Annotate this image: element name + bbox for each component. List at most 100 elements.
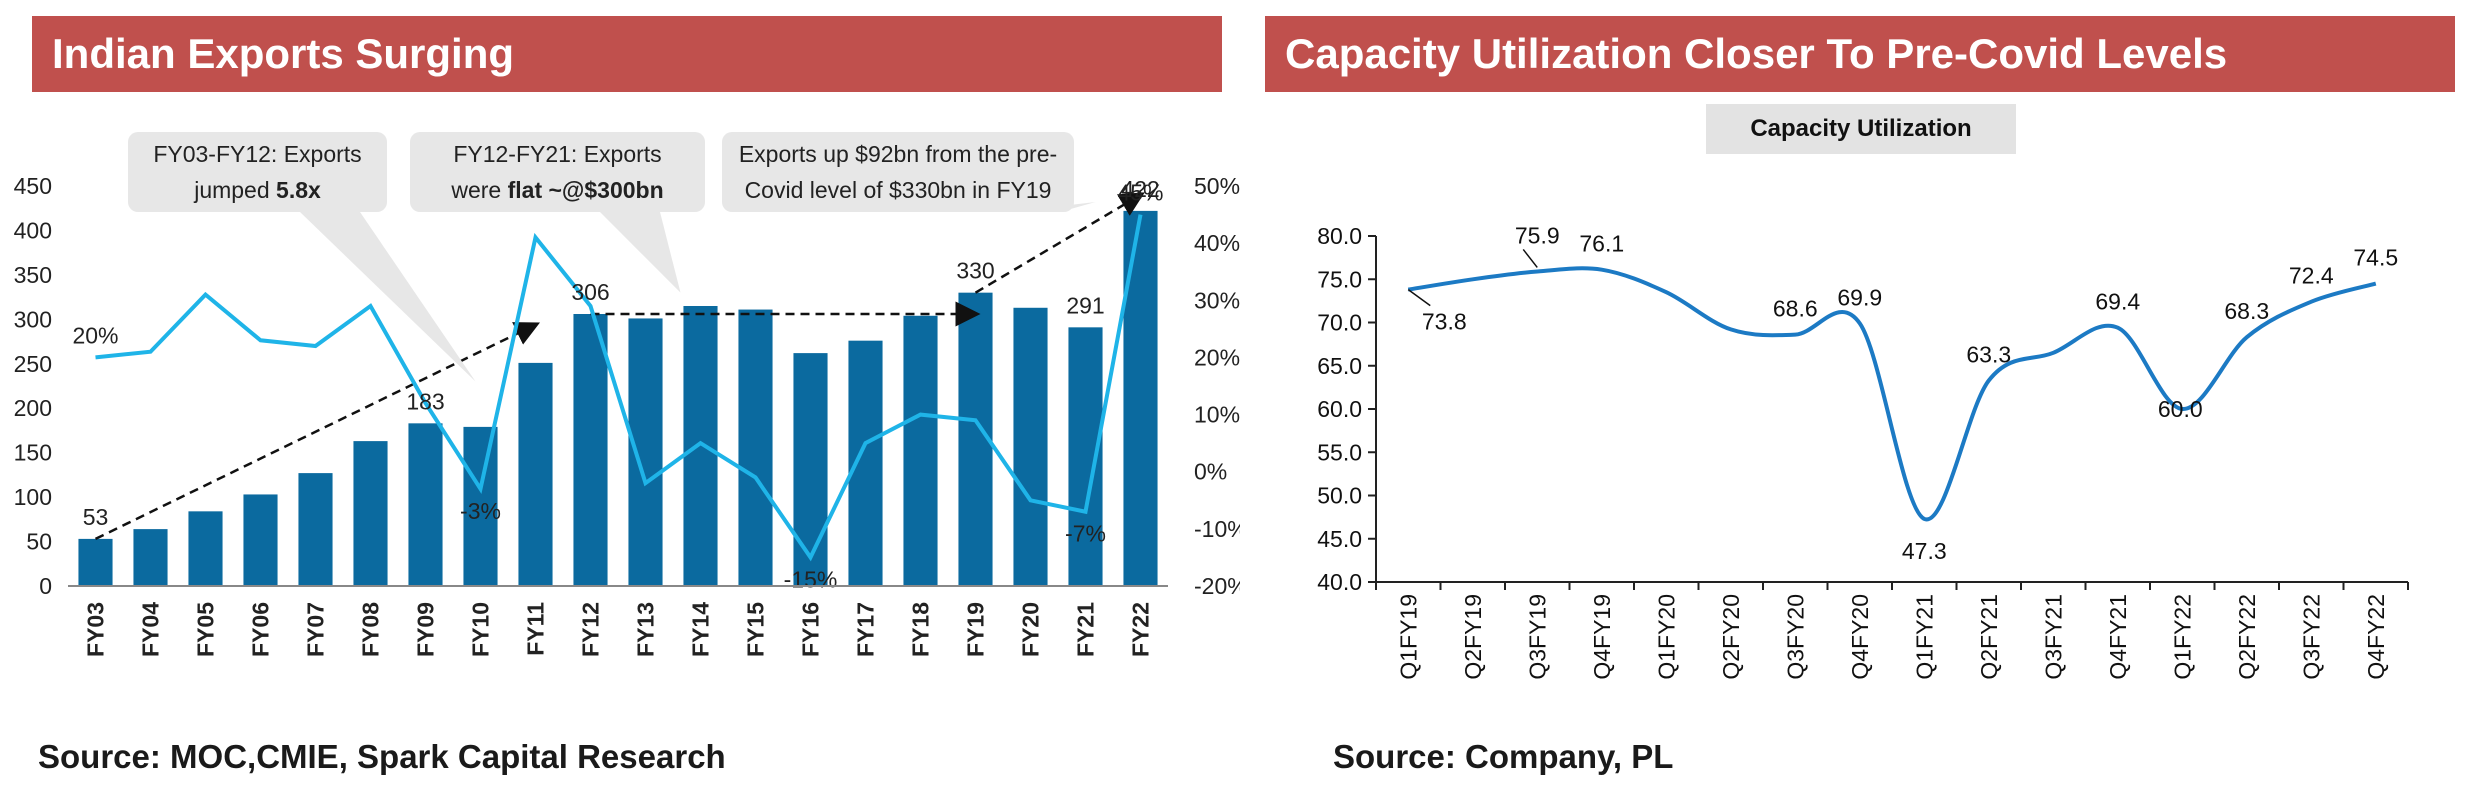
data-label: 68.6 <box>1773 296 1818 322</box>
export-bar <box>628 318 663 586</box>
x-axis-tick-label: Q4FY22 <box>2363 594 2389 680</box>
left-axis-tick-label: 50 <box>26 529 52 555</box>
x-axis-tick-label: Q4FY20 <box>1847 594 1873 680</box>
left-axis-tick-label: 100 <box>14 484 52 510</box>
x-axis-tick-label: FY16 <box>798 602 824 657</box>
export-bar <box>188 511 223 586</box>
data-label: 306 <box>571 279 609 305</box>
x-axis-tick-label: FY05 <box>193 602 219 657</box>
right-axis-tick-label: 20% <box>1194 344 1240 370</box>
callout-text-line2: Covid level of $330bn in FY19 <box>744 177 1052 203</box>
data-label: 60.0 <box>2158 396 2203 422</box>
x-axis-tick-label: FY06 <box>248 602 274 657</box>
data-label: 72.4 <box>2289 263 2334 289</box>
left-axis-tick-label: 450 <box>14 173 52 199</box>
x-axis-tick-label: FY09 <box>413 602 439 657</box>
callout-text-plain: were <box>451 177 508 203</box>
y-axis-tick-label: 75.0 <box>1317 266 1362 292</box>
export-bar <box>1123 210 1158 586</box>
right-axis-tick-label: -10% <box>1194 516 1240 542</box>
x-axis-tick-label: Q3FY19 <box>1524 594 1550 680</box>
callout-text-line2: jumped 5.8x <box>128 172 387 208</box>
export-bar <box>573 314 608 586</box>
left-axis-tick-label: 250 <box>14 351 52 377</box>
left-axis-tick-label: 200 <box>14 395 52 421</box>
x-axis-tick-label: FY18 <box>908 602 934 657</box>
y-axis-tick-label: 55.0 <box>1317 439 1362 465</box>
right-source-note: Source: Company, PL <box>1333 738 1674 775</box>
left-axis-tick-label: 350 <box>14 262 52 288</box>
growth-line <box>95 214 1143 562</box>
x-axis-tick-label: FY08 <box>358 602 384 657</box>
data-label: 69.9 <box>1837 284 1882 310</box>
trend-arrow <box>974 192 1145 294</box>
x-axis-tick-label: Q4FY19 <box>1589 594 1615 680</box>
data-label: 76.1 <box>1579 231 1624 257</box>
x-axis-tick-label: Q1FY20 <box>1653 594 1679 680</box>
data-label: 183 <box>406 388 444 414</box>
right-axis-tick-label: 50% <box>1194 173 1240 199</box>
right-axis-tick-label: 30% <box>1194 287 1240 313</box>
data-label: 69.4 <box>2095 289 2140 315</box>
y-axis-tick-label: 70.0 <box>1317 310 1362 336</box>
x-axis-tick-label: Q3FY21 <box>2040 594 2066 680</box>
right-axis-tick-label: 10% <box>1194 402 1240 428</box>
label-leader <box>1407 289 1431 307</box>
export-bar <box>463 426 498 586</box>
x-axis-tick-label: FY15 <box>743 602 769 657</box>
export-bar <box>518 362 553 586</box>
data-label: 20% <box>72 322 118 348</box>
callout-fy03-fy12: FY03-FY12: Exports jumped 5.8x <box>128 132 387 212</box>
x-axis-tick-label: Q1FY21 <box>1911 594 1937 680</box>
left-axis-tick-label: 400 <box>14 217 52 243</box>
data-label: 53 <box>83 504 109 530</box>
callout-fy22: Exports up $92bn from the pre- Covid lev… <box>722 132 1074 212</box>
data-label: -7% <box>1065 521 1106 547</box>
x-axis-tick-label: Q2FY19 <box>1460 594 1486 680</box>
data-label: 73.8 <box>1422 309 1467 335</box>
callout-text-line1: Exports up $92bn from the pre- <box>738 141 1058 167</box>
data-label: 75.9 <box>1515 222 1560 248</box>
export-bar <box>1013 307 1048 586</box>
export-bar <box>78 538 113 586</box>
callout-text-line1: FY03-FY12: Exports <box>153 141 362 167</box>
x-axis-tick-label: Q3FY22 <box>2298 594 2324 680</box>
data-label: 74.5 <box>2353 245 2398 271</box>
label-leader <box>1522 249 1538 268</box>
y-axis-tick-label: 80.0 <box>1317 223 1362 249</box>
x-axis-tick-label: Q2FY22 <box>2234 594 2260 680</box>
data-label: 68.3 <box>2224 298 2269 324</box>
y-axis-tick-label: 60.0 <box>1317 396 1362 422</box>
y-axis-tick-label: 65.0 <box>1317 353 1362 379</box>
right-axis-tick-label: 40% <box>1194 230 1240 256</box>
x-axis-tick-label: FY12 <box>578 602 604 657</box>
y-axis-tick-label: 50.0 <box>1317 483 1362 509</box>
x-axis-tick-label: Q2FY20 <box>1718 594 1744 680</box>
x-axis-tick-label: Q4FY21 <box>2105 594 2131 680</box>
export-bar <box>408 423 443 586</box>
export-bar <box>133 529 168 586</box>
callout-text-line1: FY12-FY21: Exports <box>453 141 662 167</box>
x-axis-tick-label: FY11 <box>523 602 549 656</box>
x-axis-tick-label: FY14 <box>688 602 714 657</box>
x-axis-tick-label: FY22 <box>1128 602 1154 657</box>
x-axis-tick-label: FY07 <box>303 602 329 657</box>
left-axis-tick-label: 0 <box>39 573 52 599</box>
x-axis-tick-label: FY04 <box>138 602 164 657</box>
callout-text-bold: flat ~@$300bn <box>507 177 664 203</box>
export-bar <box>683 306 718 586</box>
x-axis-tick-label: Q1FY19 <box>1395 594 1421 680</box>
x-axis-tick-label: FY17 <box>853 602 879 657</box>
export-bar <box>243 494 278 586</box>
trend-arrow <box>94 322 540 541</box>
y-axis-tick-label: 40.0 <box>1317 569 1362 595</box>
x-axis-tick-label: Q3FY20 <box>1782 594 1808 680</box>
callout-text-line2: were flat ~@$300bn <box>410 172 705 208</box>
x-axis-tick-label: FY21 <box>1073 602 1099 657</box>
right-axis-tick-label: -20% <box>1194 573 1240 599</box>
left-axis-tick-label: 150 <box>14 440 52 466</box>
callout-text-bold: 5.8x <box>276 177 321 203</box>
y-axis-tick-label: 45.0 <box>1317 526 1362 552</box>
data-label: 330 <box>956 258 994 284</box>
left-panel-title: Indian Exports Surging <box>32 16 1222 92</box>
